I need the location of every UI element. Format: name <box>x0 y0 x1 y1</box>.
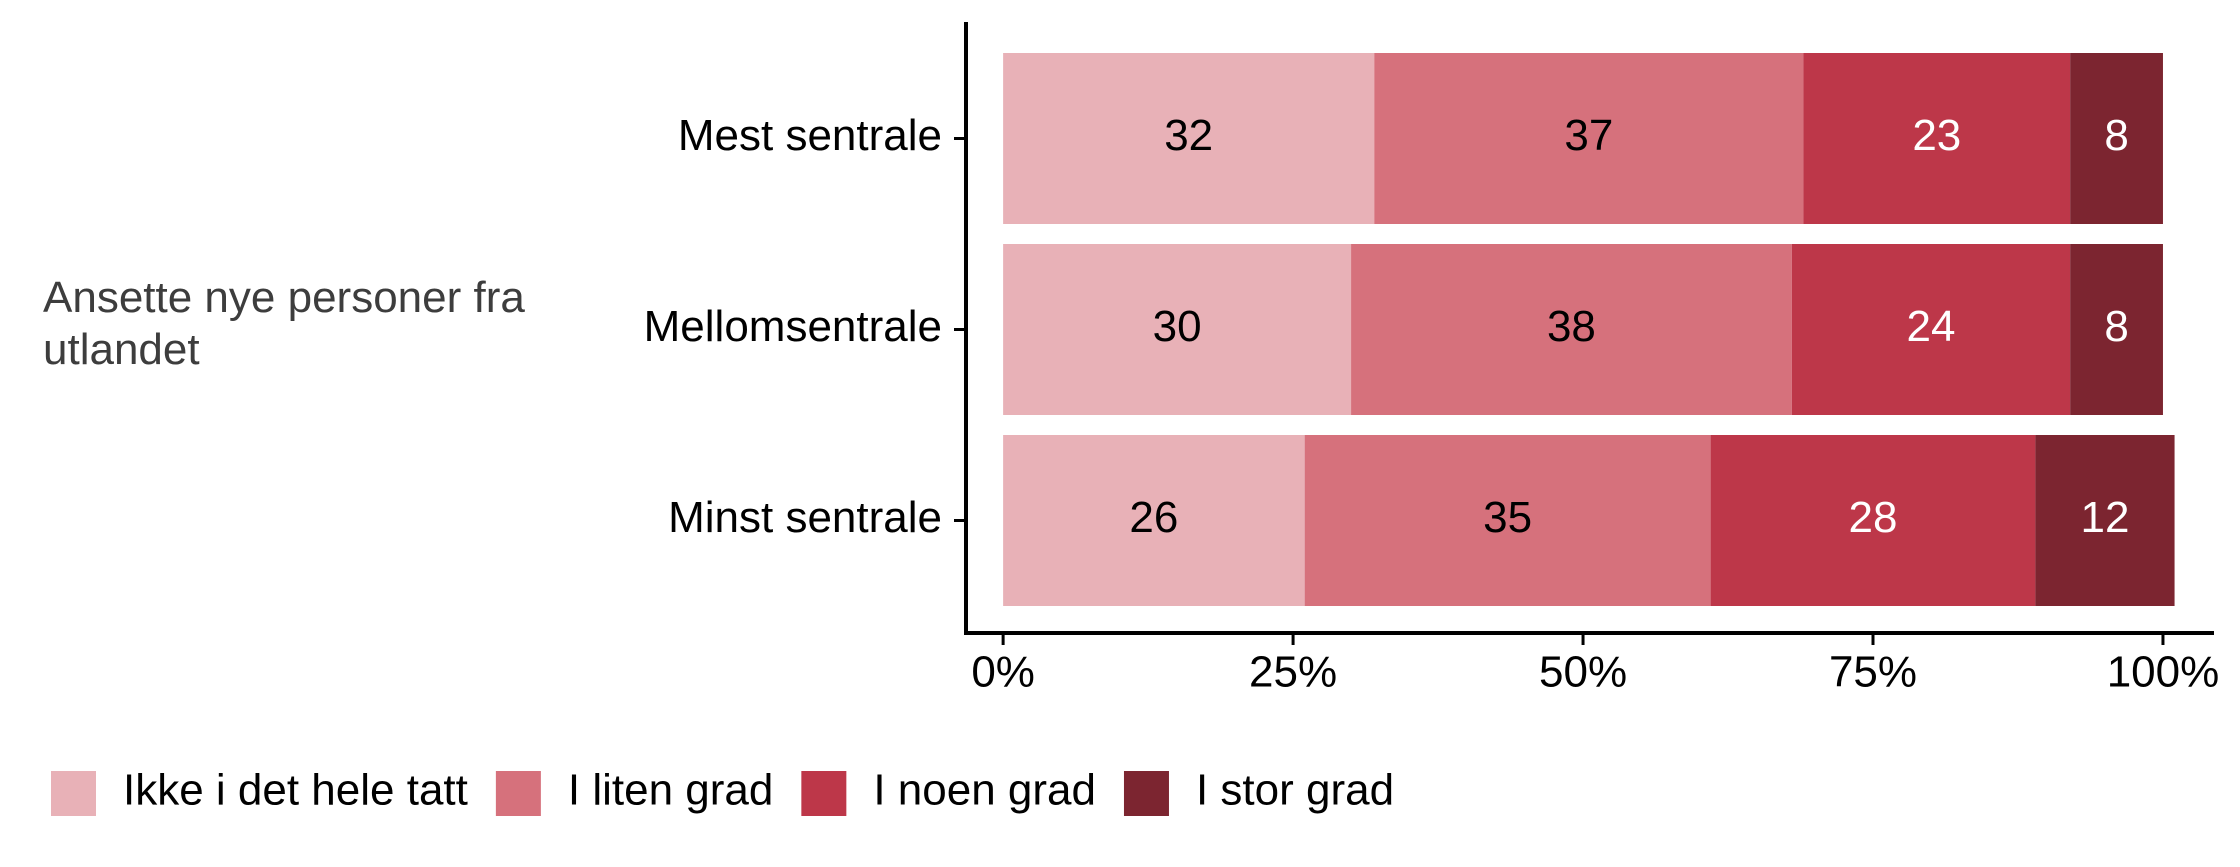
bar-segment <box>1003 53 1375 224</box>
x-tick-label: 25% <box>1249 648 1337 697</box>
bar-value-label: 32 <box>1164 111 1213 160</box>
group-label: Ansette nye personer fra utlandet <box>43 273 525 374</box>
bar-segment <box>1351 244 1792 415</box>
bar-value-label: 30 <box>1153 302 1202 351</box>
legend-swatch <box>51 771 96 816</box>
legend-swatch <box>495 771 541 816</box>
bar-value-label: 38 <box>1547 302 1596 351</box>
bar-value-label: 28 <box>1849 493 1898 542</box>
bar-segment <box>2070 244 2163 415</box>
bar-value-label: 37 <box>1564 111 1613 160</box>
y-tick-label: Mellomsentrale <box>644 302 942 351</box>
bar-value-label: 26 <box>1129 493 1178 542</box>
bar-segment <box>1803 53 2071 224</box>
bar-value-label: 23 <box>1912 111 1961 160</box>
bar-segment <box>2070 53 2163 224</box>
bar-value-label: 35 <box>1483 493 1532 542</box>
y-tick-label: Mest sentrale <box>678 111 942 160</box>
bar-segment <box>1304 435 1711 606</box>
x-tick-label: 50% <box>1539 648 1627 697</box>
legend-swatch <box>1123 771 1169 816</box>
x-tick-label: 75% <box>1829 648 1917 697</box>
legend-label: I noen grad <box>873 766 1096 815</box>
legend-label: Ikke i det hele tatt <box>123 766 468 815</box>
legend-label: I liten grad <box>568 766 773 815</box>
bar-segment <box>1791 244 2071 415</box>
bar-segment <box>2035 435 2175 606</box>
bar-value-label: 24 <box>1907 302 1956 351</box>
legend-label: I stor grad <box>1196 766 1394 815</box>
bar-segment <box>1710 435 2036 606</box>
bar-segment <box>1003 244 1352 415</box>
x-tick-label: 100% <box>2107 648 2220 697</box>
bar-value-label: 12 <box>2080 493 2129 542</box>
bar-segment <box>1374 53 1804 224</box>
x-tick-label: 0% <box>971 648 1035 697</box>
bar-segment <box>1003 435 1305 606</box>
y-tick-label: Minst sentrale <box>668 493 942 542</box>
bar-value-label: 8 <box>2104 111 2128 160</box>
bar-value-label: 8 <box>2104 302 2128 351</box>
legend-swatch <box>801 771 847 816</box>
